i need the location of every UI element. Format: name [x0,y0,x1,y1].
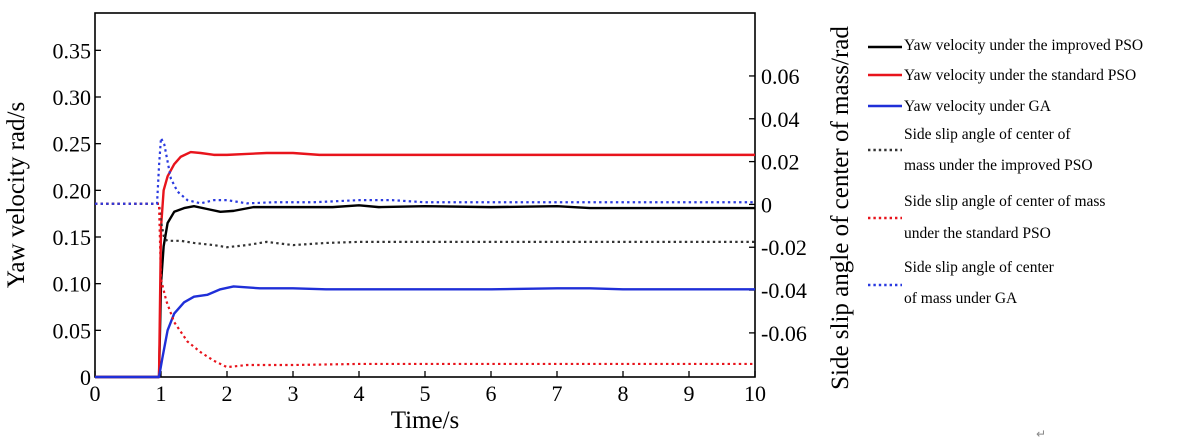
x-tick-label: 0 [90,381,101,406]
legend-label-improved-pso-slip-line1: Side slip angle of center of [904,126,1071,143]
x-tick-label: 8 [618,381,629,406]
legend: Yaw velocity under the improved PSO Yaw … [868,37,1143,307]
legend-label-improved-pso-yaw: Yaw velocity under the improved PSO [904,37,1143,54]
legend-label-standard-pso-slip-line2: under the standard PSO [904,225,1051,242]
y-tick-label: 0 [80,365,91,390]
series-yaw-standard-pso [95,150,755,379]
y-tick-label: 0.25 [53,132,92,157]
y-axis-title: Yaw velocity rad/s [3,102,30,288]
x-tick-label: 5 [420,381,431,406]
series-yaw-improved-pso [95,204,755,379]
series-slip-standard-pso [95,202,755,369]
x-tick-label: 7 [552,381,563,406]
y-tick-label: 0.15 [53,225,92,250]
y2-tick-label: 0 [761,192,772,217]
x-tick-label: 9 [684,381,695,406]
x-tick-label: 2 [222,381,233,406]
x-tick-label: 1 [156,381,167,406]
x-tick-label: 4 [354,381,365,406]
plot-series [95,136,755,379]
series-slip-improved-pso [95,202,755,249]
series-yaw-ga [95,285,755,379]
legend-label-ga-slip-line1: Side slip angle of center [904,259,1055,276]
x-axis-title: Time/s [391,407,460,434]
paragraph-return-mark: ↵ [1036,427,1046,441]
x-tick-label: 6 [486,381,497,406]
y-tick-label: 0.30 [53,85,92,110]
axis-ticks: 0 1 2 3 4 5 6 7 8 9 10 0 0.05 0.10 0.15 0.20 0.25 0.30 0.3… [53,38,807,406]
legend-label-ga-slip-line2: of mass under GA [904,290,1018,307]
y2-tick-label: -0.02 [761,235,807,260]
y2-tick-label: 0.06 [761,64,800,89]
x-tick-label: 3 [288,381,299,406]
y2-tick-label: 0.04 [761,107,800,132]
y-tick-label: 0.35 [53,38,92,63]
legend-label-ga-yaw: Yaw velocity under GA [904,98,1052,115]
y-tick-label: 0.20 [53,178,92,203]
legend-label-standard-pso-yaw: Yaw velocity under the standard PSO [904,67,1136,84]
y2-tick-label: 0.02 [761,150,800,175]
y2-tick-label: -0.04 [761,278,807,303]
y2-axis-title: Side slip angle of center of mass/rad [827,26,854,390]
x-tick-label: 10 [744,381,766,406]
y-tick-label: 0.10 [53,272,92,297]
legend-label-improved-pso-slip-line2: mass under the improved PSO [904,157,1093,174]
y2-tick-label: -0.06 [761,321,807,346]
y-tick-label: 0.05 [53,318,92,343]
legend-label-standard-pso-slip-line1: Side slip angle of center of mass [904,193,1105,210]
